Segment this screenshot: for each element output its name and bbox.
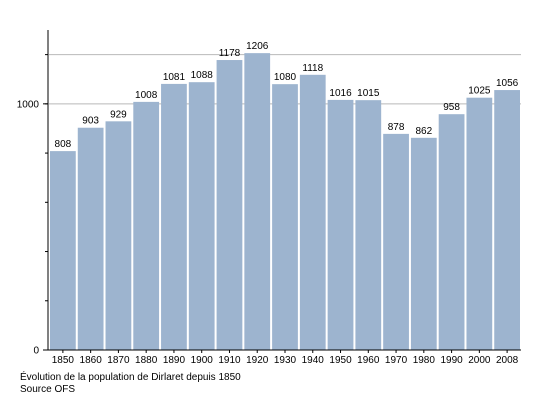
- bar-1910: [216, 60, 243, 351]
- x-axis: 1850 1860 1870 1880 1890 1900 1910 1920 1930 1940…: [48, 349, 521, 366]
- data-label-1960: 1015: [357, 88, 380, 99]
- x-tick-label-1940: 1940: [302, 355, 325, 366]
- bar-1950: [327, 99, 354, 351]
- x-tick-label-1950: 1950: [329, 355, 352, 366]
- bar-2008: [494, 90, 520, 351]
- x-tick-label-1920: 1920: [246, 355, 269, 366]
- y-tick-label-1000: 1000: [17, 99, 40, 110]
- data-label-1940: 1118: [302, 63, 323, 74]
- x-tick-label-2008: 2008: [496, 355, 519, 366]
- data-labels: 808 903 929 1008 1081 1088 1178 1206 1080 1118 101…: [55, 41, 519, 150]
- data-label-1860: 903: [82, 116, 99, 127]
- bar-1880: [133, 101, 160, 350]
- x-tick-label-1860: 1860: [80, 355, 103, 366]
- data-label-1890: 1081: [163, 72, 186, 83]
- bars-group: [50, 53, 520, 351]
- data-label-1900: 1088: [191, 70, 214, 81]
- x-tick-label-1900: 1900: [191, 355, 214, 366]
- x-tick-label-1960: 1960: [357, 355, 380, 366]
- bar-1850: [50, 151, 76, 350]
- bar-1860: [77, 127, 104, 350]
- bar-1980: [410, 137, 437, 350]
- x-tick-label-1970: 1970: [385, 355, 408, 366]
- bar-1930: [272, 84, 298, 351]
- bar-1970: [383, 133, 409, 350]
- data-label-1870: 929: [110, 109, 127, 120]
- x-tick-label-1850: 1850: [52, 355, 75, 366]
- x-tick-label-1980: 1980: [413, 355, 436, 366]
- bar-1920: [244, 53, 271, 351]
- bar-1900: [188, 82, 215, 350]
- data-label-1990: 958: [443, 102, 460, 113]
- x-tick-label-1990: 1990: [440, 355, 463, 366]
- x-tick-label-1870: 1870: [107, 355, 130, 366]
- x-tick-label-1880: 1880: [135, 355, 158, 366]
- x-tick-label-1930: 1930: [274, 355, 297, 366]
- x-tick-label-1910: 1910: [218, 355, 241, 366]
- data-label-2000: 1025: [468, 86, 491, 97]
- source-note: Source OFS: [20, 384, 76, 395]
- bar-1990: [438, 114, 465, 350]
- data-label-1880: 1008: [135, 90, 158, 101]
- data-label-1950: 1016: [329, 88, 352, 99]
- bar-1940: [299, 74, 326, 351]
- bar-1890: [161, 83, 187, 351]
- x-tick-label-1890: 1890: [163, 355, 186, 366]
- bar-1960: [355, 100, 382, 351]
- data-label-1850: 808: [55, 139, 72, 150]
- bar-2000: [466, 97, 493, 350]
- y-tick-label-0: 0: [33, 346, 39, 357]
- chart-caption: Évolution de la population de Dirlaret d…: [20, 372, 241, 383]
- bar-1870: [105, 121, 132, 350]
- data-label-1980: 862: [415, 126, 432, 137]
- data-label-1970: 878: [388, 122, 405, 133]
- data-label-1930: 1080: [274, 72, 297, 83]
- data-label-1920: 1206: [246, 41, 269, 52]
- x-tick-label-2000: 2000: [468, 355, 491, 366]
- data-label-2008: 1056: [496, 78, 519, 89]
- y-axis: 0 1000: [17, 30, 49, 357]
- data-label-1910: 1178: [219, 48, 241, 59]
